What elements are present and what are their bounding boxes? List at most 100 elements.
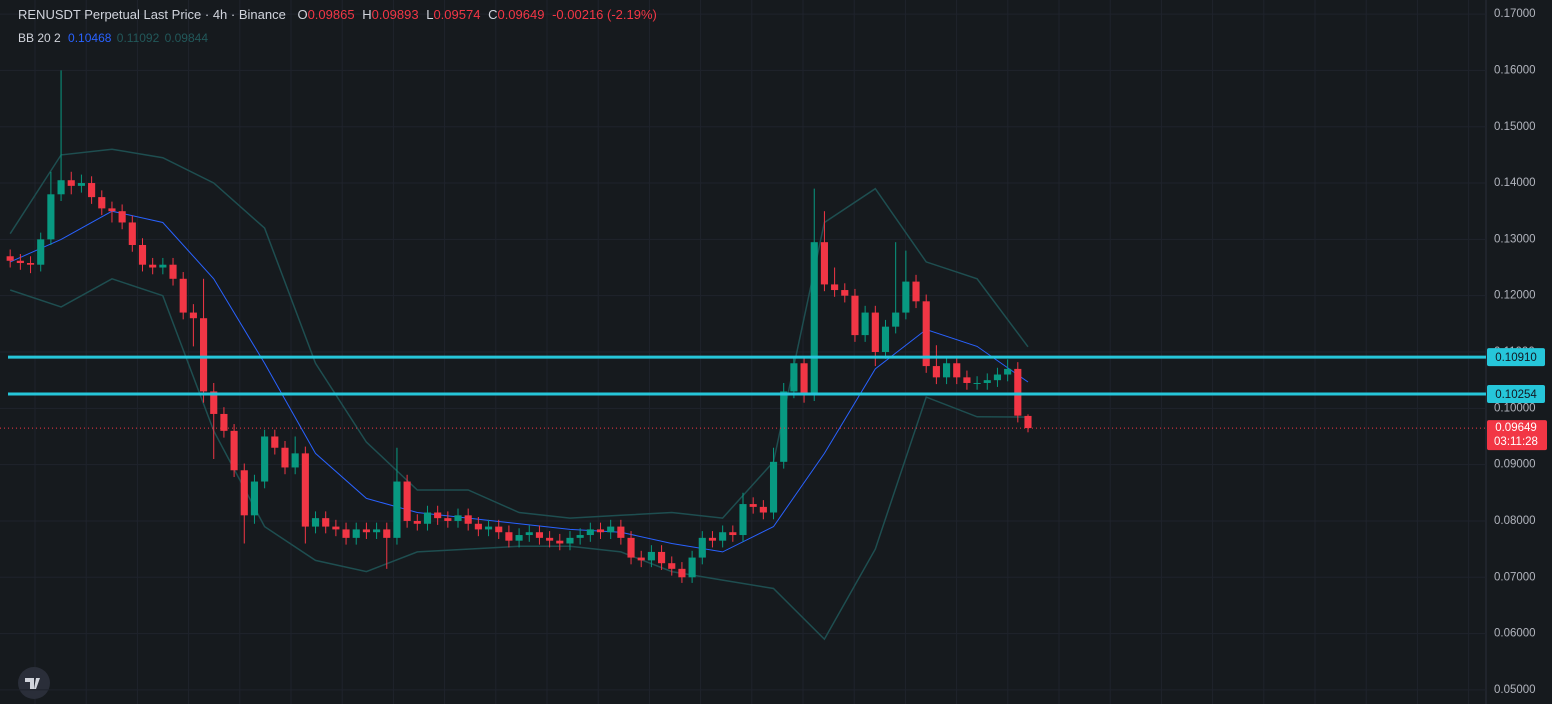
candle-body bbox=[831, 284, 839, 291]
candle-body bbox=[199, 318, 208, 392]
candle-body bbox=[576, 535, 584, 538]
candle-body bbox=[332, 526, 340, 530]
change: -0.00216 (-2.19%) bbox=[552, 7, 657, 22]
candle-body bbox=[668, 563, 676, 569]
y-tick-label: 0.12000 bbox=[1494, 290, 1536, 302]
candle-body bbox=[769, 461, 778, 513]
candle-body bbox=[546, 537, 554, 541]
y-tick-label: 0.05000 bbox=[1494, 684, 1536, 696]
candle-body bbox=[322, 518, 330, 527]
last-price-tag bbox=[1487, 420, 1547, 451]
candle-body bbox=[719, 532, 727, 541]
logo bbox=[18, 667, 50, 699]
ohlc-label: O bbox=[297, 7, 307, 22]
indicator-name: BB 20 2 bbox=[18, 31, 61, 45]
candle-body bbox=[383, 529, 391, 538]
candle-body bbox=[118, 211, 126, 223]
candle-body bbox=[596, 529, 605, 533]
price-line-tag bbox=[1487, 348, 1545, 367]
candle-body bbox=[932, 366, 940, 378]
indicator-value: 0.11092 bbox=[117, 31, 160, 45]
price-line-label: 0.10254 bbox=[1495, 389, 1537, 401]
candle-body bbox=[281, 447, 289, 468]
candle-body bbox=[250, 481, 259, 516]
candle-body bbox=[454, 515, 462, 521]
candle-body bbox=[311, 518, 320, 527]
candle-body bbox=[88, 183, 96, 198]
candle-body bbox=[413, 520, 421, 524]
candle-body bbox=[963, 377, 971, 383]
candle-body bbox=[423, 512, 432, 524]
candle-body bbox=[708, 537, 717, 541]
candle-body bbox=[871, 312, 879, 352]
candle-body bbox=[607, 526, 615, 533]
ohlc-value: 0.09574 bbox=[433, 7, 480, 22]
price-line-tag bbox=[1487, 385, 1545, 404]
candle-body bbox=[912, 281, 920, 302]
y-tick-label: 0.15000 bbox=[1494, 121, 1536, 133]
candle-body bbox=[301, 453, 309, 527]
candle-body bbox=[942, 363, 951, 378]
candle-body bbox=[434, 512, 442, 519]
candle-body bbox=[474, 523, 482, 530]
candle-body bbox=[362, 529, 370, 533]
candle-body bbox=[189, 312, 197, 319]
candle-body bbox=[138, 244, 147, 265]
y-tick-label: 0.07000 bbox=[1494, 571, 1536, 583]
candle-body bbox=[515, 535, 523, 541]
candle-body bbox=[342, 529, 350, 538]
candle-body bbox=[291, 453, 299, 468]
ohlc-value: 0.09893 bbox=[372, 7, 419, 22]
candle-body bbox=[892, 312, 900, 327]
candle-body bbox=[1024, 415, 1032, 429]
candle-body bbox=[77, 183, 85, 186]
candle-body bbox=[37, 239, 45, 265]
candle-body bbox=[729, 532, 737, 536]
ohlc-value: 0.09649 bbox=[497, 7, 544, 22]
candle-body bbox=[373, 529, 381, 533]
candle-body bbox=[790, 363, 798, 392]
candle-body bbox=[993, 374, 1002, 381]
candle-body bbox=[800, 363, 808, 395]
candle-body bbox=[403, 481, 411, 521]
y-tick-label: 0.13000 bbox=[1494, 233, 1536, 245]
candle-body bbox=[464, 515, 472, 524]
ohlc-value: 0.09865 bbox=[308, 7, 355, 22]
candle-body bbox=[922, 301, 930, 367]
candle-body bbox=[688, 557, 696, 578]
candle-body bbox=[108, 208, 116, 212]
candle-body bbox=[973, 382, 981, 384]
candle-body bbox=[169, 264, 177, 279]
y-tick-label: 0.10000 bbox=[1494, 402, 1536, 414]
candle-body bbox=[26, 263, 35, 265]
candle-body bbox=[57, 180, 65, 195]
indicator-value: 0.09844 bbox=[165, 31, 209, 45]
candle-body bbox=[841, 290, 849, 296]
symbol-title: RENUSDT Perpetual Last Price · 4h · Bina… bbox=[18, 7, 286, 22]
candle-body bbox=[566, 537, 574, 544]
indicator-line bbox=[9, 148, 1029, 519]
candle-body bbox=[851, 295, 859, 336]
price-line-label: 0.10910 bbox=[1495, 352, 1537, 364]
candle-body bbox=[128, 222, 136, 245]
candle-body bbox=[240, 470, 248, 516]
indicator-legend: BB 20 2 0.10468 0.11092 0.09844 bbox=[18, 31, 208, 45]
candle-body bbox=[810, 242, 818, 395]
countdown: 03:11:28 bbox=[1494, 436, 1538, 448]
ohlc-label: H bbox=[362, 7, 371, 22]
candle-body bbox=[617, 526, 625, 538]
candle-body bbox=[67, 180, 75, 186]
candle-body bbox=[98, 197, 106, 209]
candle-body bbox=[698, 537, 706, 558]
candle-body bbox=[1014, 368, 1022, 416]
candle-body bbox=[179, 278, 187, 313]
candle-body bbox=[495, 526, 503, 533]
candle-body bbox=[820, 242, 828, 285]
candle-body bbox=[953, 363, 961, 378]
candle-body bbox=[749, 504, 757, 507]
candle-body bbox=[159, 264, 167, 268]
candle-body bbox=[535, 532, 544, 538]
y-tick-label: 0.14000 bbox=[1494, 177, 1536, 189]
candle-body bbox=[484, 526, 493, 530]
